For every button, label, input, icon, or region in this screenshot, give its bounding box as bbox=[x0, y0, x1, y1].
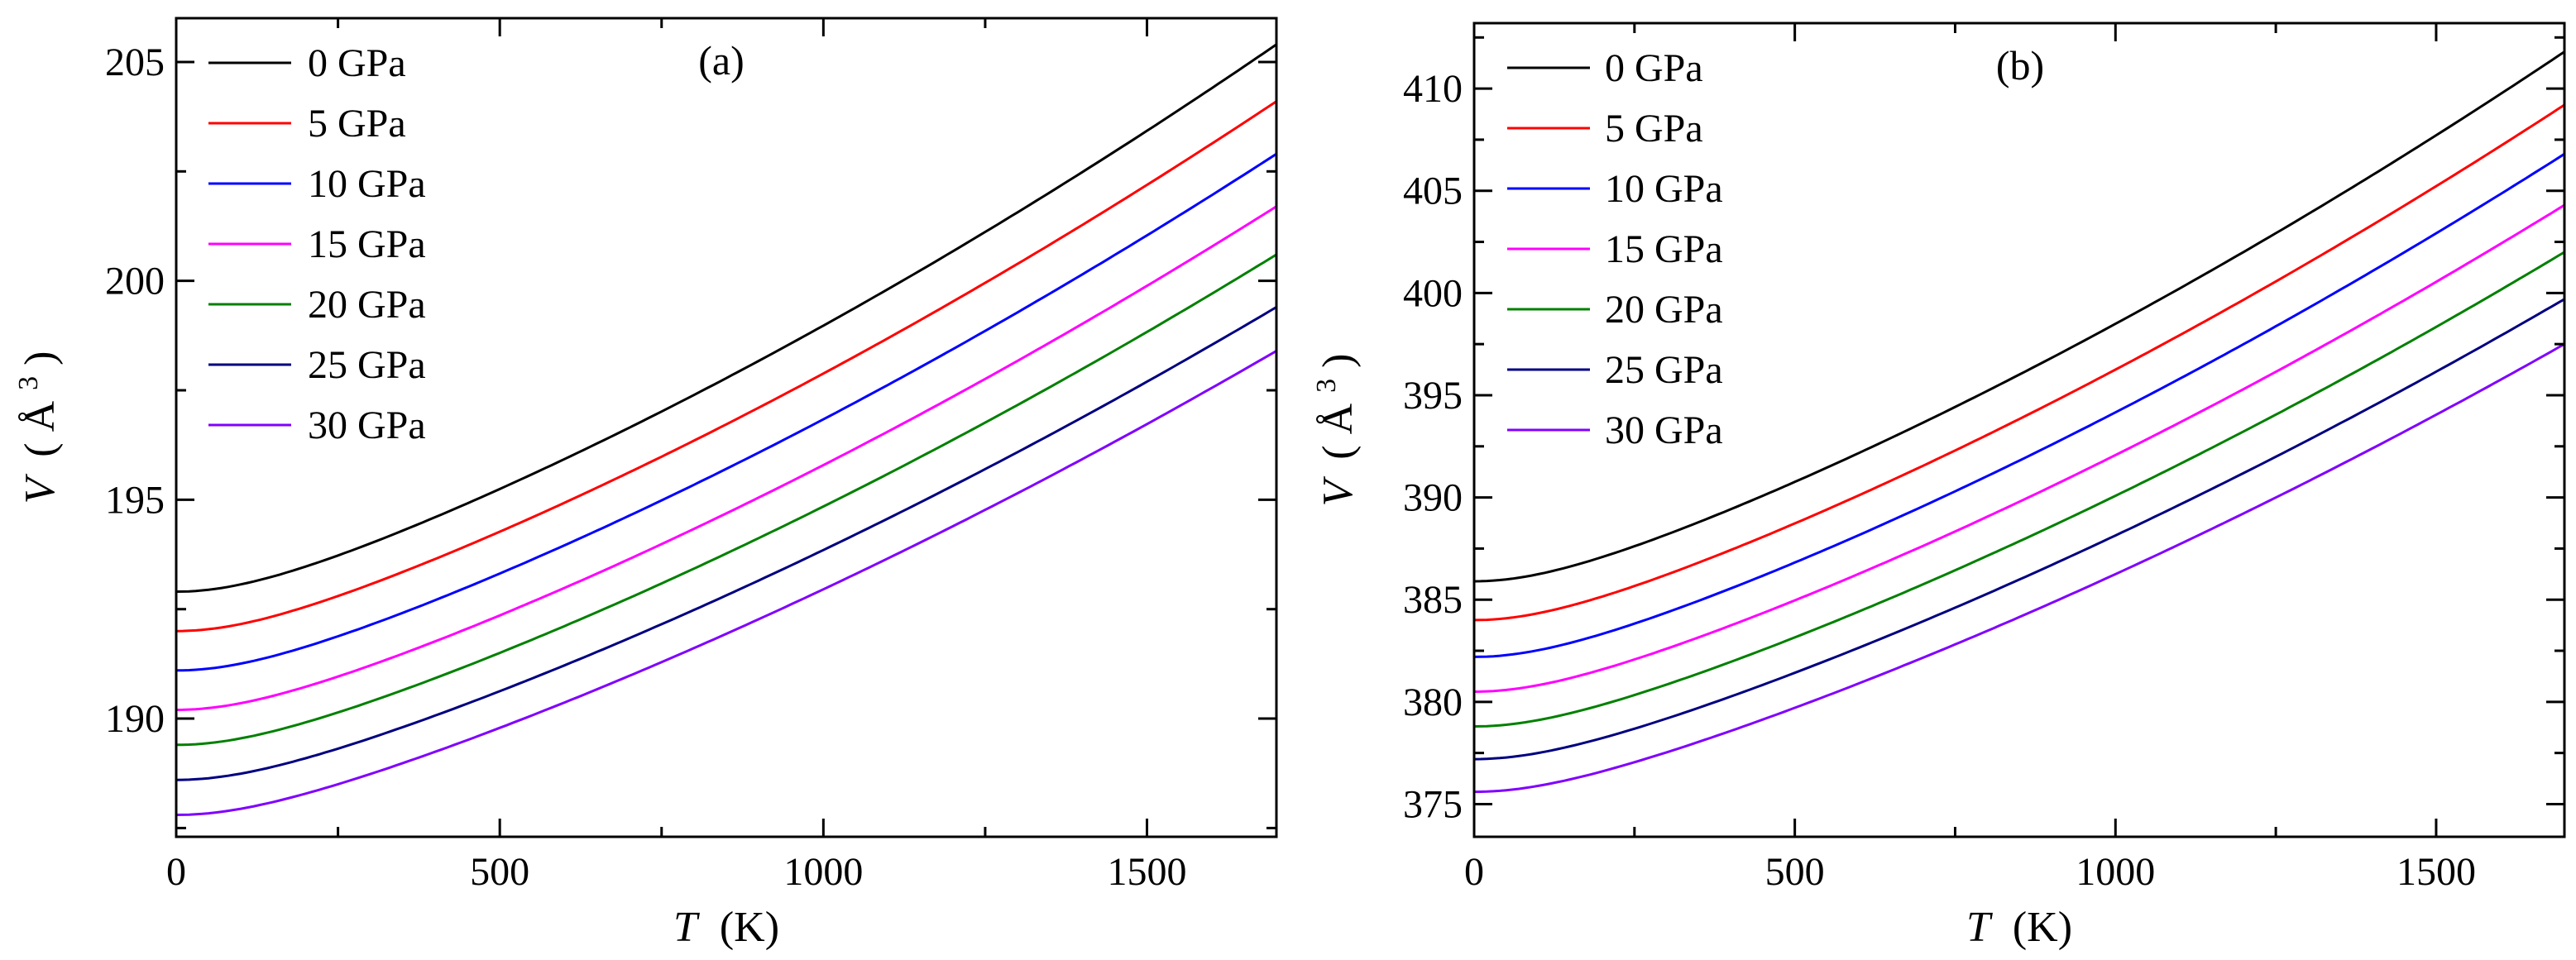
panel-b-legend-label-1: 5 GPa bbox=[1605, 107, 1703, 150]
panel-a-chart: 0 500 1000 1500 190 195 200 205 0 GPa 5 GPa 10 GP… bbox=[0, 17, 1278, 951]
panel-a-x-axis-var: T bbox=[673, 904, 700, 951]
panel-b-series-line-2 bbox=[1473, 152, 2565, 658]
panel-b-x-axis-var: T bbox=[1966, 904, 1993, 951]
panel-a-y-axis-paren-open: ( bbox=[17, 442, 64, 456]
panel-a-series-line-1 bbox=[175, 100, 1277, 633]
panel-b-x-tick-label: 500 bbox=[1765, 850, 1825, 894]
panel-b-legend-label-5: 25 GPa bbox=[1605, 348, 1723, 392]
panel-a-legend-label-0: 0 GPa bbox=[308, 41, 406, 85]
panel-b-y-tick-label: 380 bbox=[1403, 681, 1463, 724]
panel-a-series-group bbox=[175, 43, 1277, 816]
panel-b-y-tick-label: 410 bbox=[1403, 67, 1463, 111]
panel-b-y-axis-paren-open: ( bbox=[1314, 445, 1362, 459]
panel-b-x-tick-label: 1000 bbox=[2076, 850, 2155, 894]
panel-b-series-line-5 bbox=[1473, 298, 2565, 761]
panel-a-x-tick-label: 1000 bbox=[783, 850, 863, 894]
panel-a-x-axis-label: T (K) bbox=[673, 904, 779, 951]
panel-a-tick-labels: 0 500 1000 1500 190 195 200 205 bbox=[105, 41, 1187, 894]
panel-b-plot-frame bbox=[1472, 21, 2566, 838]
panel-a-legend-label-6: 30 GPa bbox=[308, 404, 426, 447]
panel-b-series-group bbox=[1473, 50, 2565, 794]
panel-b-series-line-6 bbox=[1473, 342, 2565, 794]
panel-a-label: (a) bbox=[698, 37, 745, 84]
panel-a-series-line-6 bbox=[175, 350, 1277, 816]
panel-a-x-tick-label: 0 bbox=[166, 850, 186, 894]
panel-b-y-tick-label: 405 bbox=[1403, 170, 1463, 213]
panel-b-chart: 0 500 1000 1500 375 380 385 390 395 400 405 410 0 G… bbox=[1298, 21, 2566, 951]
panel-a-y-axis-unit-sup: 3 bbox=[13, 376, 44, 390]
panel-a-series-line-4 bbox=[175, 253, 1277, 747]
panel-b-legend-label-3: 15 GPa bbox=[1605, 227, 1723, 271]
panel-a-y-tick-label: 200 bbox=[105, 260, 165, 303]
panel-b-y-tick-label: 375 bbox=[1403, 782, 1463, 826]
panel-a-legend-label-2: 10 GPa bbox=[308, 162, 426, 206]
panel-a-y-tick-label: 190 bbox=[105, 697, 165, 741]
panel-a-y-tick-label: 205 bbox=[105, 41, 165, 84]
panel-b-series-line-1 bbox=[1473, 103, 2565, 622]
panel-b-legend: 0 GPa 5 GPa 10 GPa 15 GPa 20 GPa 25 GPa 30 GPa bbox=[1507, 46, 1723, 452]
panel-b-legend-label-4: 20 GPa bbox=[1605, 288, 1723, 332]
panel-a-y-tick-label: 195 bbox=[105, 478, 165, 522]
panel-a-legend-label-5: 25 GPa bbox=[308, 343, 426, 387]
panel-a-y-axis-paren-close: ) bbox=[17, 351, 64, 365]
panel-b-y-axis-unit-sup: 3 bbox=[1311, 379, 1342, 393]
panel-a-legend-label-4: 20 GPa bbox=[308, 283, 426, 327]
panel-b-x-tick-label: 1500 bbox=[2396, 850, 2476, 894]
panel-a-series-line-2 bbox=[175, 152, 1277, 672]
panel-b-y-tick-label: 390 bbox=[1403, 476, 1463, 520]
panel-b-series-line-4 bbox=[1473, 251, 2565, 728]
panel-b-y-tick-label: 385 bbox=[1403, 578, 1463, 622]
panel-a-y-axis-label: V ( Å 3 ) bbox=[0, 351, 64, 504]
panel-b-y-axis-label: V ( Å 3 ) bbox=[1298, 354, 1362, 507]
panel-a-legend-label-3: 15 GPa bbox=[308, 222, 426, 266]
panel-a-legend: 0 GPa 5 GPa 10 GPa 15 GPa 20 GPa 25 GPa 30 GPa bbox=[208, 41, 426, 447]
panel-b-series-line-3 bbox=[1473, 203, 2565, 693]
panel-b-y-tick-label: 400 bbox=[1403, 271, 1463, 315]
panel-a-series-line-5 bbox=[175, 306, 1277, 781]
panel-a-y-axis-unit: Å bbox=[17, 400, 64, 432]
panel-b-y-axis-var: V bbox=[1314, 475, 1362, 506]
panel-b-y-axis-unit: Å bbox=[1314, 403, 1362, 434]
panel-b-legend-label-0: 0 GPa bbox=[1605, 46, 1703, 90]
panel-a-y-axis-var: V bbox=[17, 473, 64, 504]
panel-a-legend-label-1: 5 GPa bbox=[308, 102, 406, 146]
panel-b-y-tick-label: 395 bbox=[1403, 374, 1463, 418]
panel-a-x-tick-label: 500 bbox=[470, 850, 529, 894]
panel-b-tick-labels: 0 500 1000 1500 375 380 385 390 395 400 405 410 bbox=[1403, 67, 2476, 894]
panel-a-series-line-0 bbox=[175, 43, 1277, 593]
panel-b-x-tick-label: 0 bbox=[1464, 850, 1484, 894]
panel-a-ticks bbox=[175, 18, 1276, 837]
panel-a-plot-frame bbox=[175, 17, 1278, 838]
panel-b-y-axis-paren-close: ) bbox=[1314, 354, 1362, 368]
panel-b-x-axis-label: T (K) bbox=[1966, 904, 2072, 951]
panel-b-legend-label-6: 30 GPa bbox=[1605, 408, 1723, 452]
panel-b-ticks bbox=[1472, 23, 2564, 837]
panel-a-x-tick-label: 1500 bbox=[1108, 850, 1187, 894]
panel-b-legend-label-2: 10 GPa bbox=[1605, 167, 1723, 211]
panel-a-x-axis-unit: (K) bbox=[720, 904, 779, 951]
panel-b-series-line-0 bbox=[1473, 50, 2565, 583]
panel-b-label: (b) bbox=[1996, 42, 2044, 88]
panel-b-x-axis-unit: (K) bbox=[2013, 904, 2072, 951]
panel-a-series-line-3 bbox=[175, 205, 1277, 711]
